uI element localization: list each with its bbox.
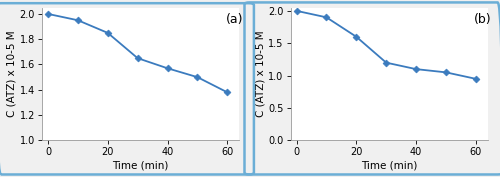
X-axis label: Time (min): Time (min) bbox=[361, 160, 418, 170]
X-axis label: Time (min): Time (min) bbox=[112, 160, 169, 170]
Y-axis label: C (ATZ) x 10-5 M: C (ATZ) x 10-5 M bbox=[7, 31, 17, 117]
Text: (b): (b) bbox=[474, 13, 492, 26]
Y-axis label: C (ATZ) x 10-5 M: C (ATZ) x 10-5 M bbox=[256, 31, 266, 117]
Text: (a): (a) bbox=[226, 13, 243, 26]
